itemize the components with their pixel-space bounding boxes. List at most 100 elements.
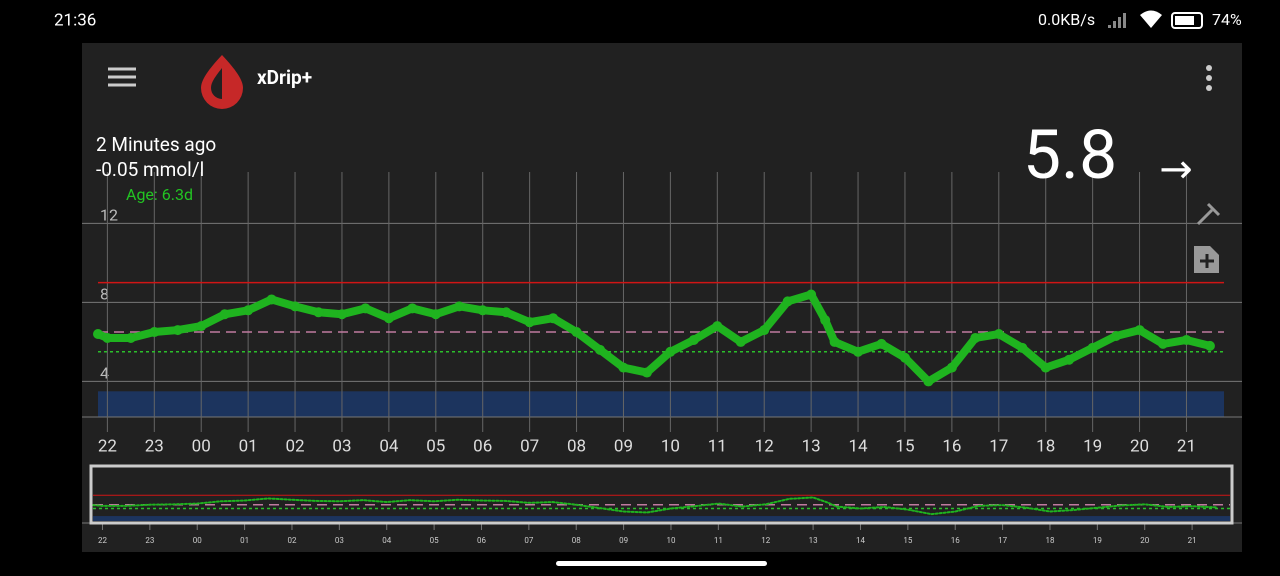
glucose-point (501, 307, 512, 318)
x-tick-label: 10 (666, 536, 675, 545)
reading-age: 2 Minutes ago (96, 133, 216, 156)
x-tick-label: 07 (524, 536, 533, 545)
x-tick-label: 03 (335, 536, 344, 545)
glucose-point (595, 344, 606, 355)
menu-button[interactable] (108, 67, 136, 87)
sensor-age: Age: 6.3d (126, 185, 193, 204)
glucose-point (1087, 342, 1098, 353)
x-tick-label: 18 (1045, 536, 1054, 545)
y-tick-label: 4 (100, 364, 109, 383)
x-tick-label: 11 (714, 536, 723, 545)
x-tick-label: 02 (287, 536, 296, 545)
x-tick-label: 06 (473, 436, 492, 456)
low-band (93, 516, 1230, 521)
glucose-point (1158, 338, 1169, 349)
x-tick-label: 08 (572, 536, 581, 545)
x-tick-label: 16 (942, 436, 961, 456)
x-tick-label: 21 (1188, 536, 1197, 545)
x-tick-label: 07 (520, 436, 539, 456)
low-band (98, 391, 1224, 417)
x-tick-label: 15 (903, 536, 912, 545)
x-tick-label: 05 (430, 536, 439, 545)
x-tick-label: 17 (998, 536, 1007, 545)
glucose-point (290, 301, 301, 312)
wifi-icon (1140, 10, 1162, 28)
x-tick-label: 13 (802, 436, 821, 456)
x-tick-label: 09 (614, 436, 633, 456)
x-tick-label: 11 (708, 436, 727, 456)
glucose-point (876, 338, 887, 349)
glucose-point (477, 305, 488, 316)
glucose-point (1134, 325, 1145, 336)
glucose-point (430, 309, 441, 320)
clock: 21:36 (54, 10, 96, 30)
x-tick-label: 18 (1036, 436, 1055, 456)
x-tick-label: 19 (1083, 436, 1102, 456)
glucose-point (360, 303, 371, 314)
glucose-point (1017, 342, 1028, 353)
preview-frame[interactable] (89, 464, 1234, 525)
x-tick-label: 06 (477, 536, 486, 545)
glucose-point (618, 362, 629, 373)
glucose-point (829, 336, 840, 347)
glucose-point (266, 294, 277, 305)
glucose-point (820, 315, 831, 326)
x-tick-label: 12 (761, 536, 770, 545)
glucose-point (641, 367, 652, 378)
x-tick-label: 15 (895, 436, 914, 456)
glucose-point (125, 332, 136, 343)
net-speed: 0.0KB/s (1038, 10, 1095, 29)
battery-level (1175, 16, 1194, 25)
glucose-point (782, 296, 793, 307)
glucose-point (1181, 334, 1192, 345)
x-tick-label: 20 (1130, 436, 1149, 456)
glucose-point (219, 309, 230, 320)
app-title: xDrip+ (257, 66, 312, 89)
x-tick-label: 17 (989, 436, 1008, 456)
glucose-point (1040, 362, 1051, 373)
glucose-point (1204, 340, 1215, 351)
glucose-point (407, 303, 418, 314)
glucose-point (524, 317, 535, 328)
blood-test-button[interactable] (1196, 202, 1221, 226)
glucose-point (946, 362, 957, 373)
glucose-point (172, 325, 183, 336)
x-tick-label: 22 (98, 436, 117, 456)
glucose-point (93, 329, 103, 340)
x-tick-label: 14 (856, 536, 865, 545)
glucose-point (548, 313, 559, 324)
glucose-point (313, 307, 324, 318)
x-tick-label: 13 (809, 536, 818, 545)
glucose-point (383, 313, 394, 324)
glucose-point (243, 305, 254, 316)
glucose-point (571, 327, 582, 338)
x-tick-label: 01 (240, 536, 249, 545)
overflow-menu[interactable] (1206, 65, 1212, 91)
glucose-point (993, 329, 1004, 340)
x-tick-label: 22 (98, 536, 107, 545)
x-tick-label: 03 (332, 436, 351, 456)
glucose-point (806, 289, 817, 300)
glucose-point (712, 321, 723, 332)
x-tick-label: 01 (239, 436, 258, 456)
x-tick-label: 00 (192, 436, 211, 456)
add-note-button[interactable] (1194, 246, 1219, 273)
glucose-point (853, 346, 864, 357)
signal-icon (1108, 13, 1126, 28)
x-tick-label: 19 (1093, 536, 1102, 545)
x-tick-label: 20 (1140, 536, 1149, 545)
x-tick-label: 14 (848, 436, 868, 456)
glucose-point (1111, 330, 1122, 341)
x-tick-label: 05 (426, 436, 445, 456)
x-tick-label: 02 (285, 436, 304, 456)
x-tick-label: 16 (951, 536, 960, 545)
glucose-point (970, 332, 981, 343)
glucose-point (665, 346, 676, 357)
x-tick-label: 04 (379, 436, 399, 456)
glucose-point (336, 309, 347, 320)
reading-delta: -0.05 mmol/l (96, 158, 204, 181)
app-logo-inner (211, 68, 222, 99)
glucose-point (735, 336, 746, 347)
battery-icon (1171, 12, 1203, 29)
